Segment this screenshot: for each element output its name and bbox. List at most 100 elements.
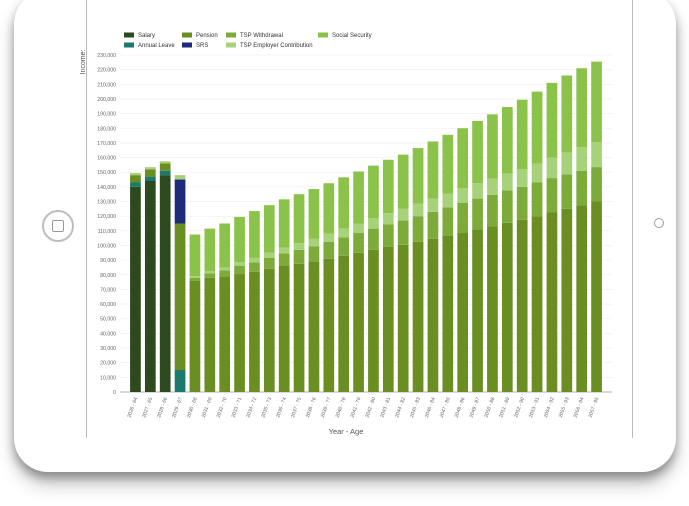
y-tick-label: 80,000 (100, 273, 116, 279)
bar-segment (263, 205, 275, 253)
bar-segment (427, 238, 439, 392)
x-tick-label: 2047 - 85 (439, 396, 452, 418)
x-tick-label: 2027 - 65 (141, 396, 154, 418)
x-tick-label: 2032 - 70 (216, 396, 229, 418)
y-tick-label: 90,000 (100, 258, 116, 264)
bar-segment (353, 233, 364, 253)
bar-segment (189, 280, 201, 392)
x-axis-title: Year - Age (329, 427, 364, 436)
bar-segment (144, 167, 156, 170)
bar-segment (353, 252, 364, 392)
bar-segment (412, 216, 424, 242)
bar-segment (263, 257, 275, 269)
bar-segment (516, 169, 528, 187)
bar-segment (130, 172, 141, 176)
legend-label: Annual Leave (138, 43, 175, 49)
bar-segment (353, 223, 364, 234)
bar-segment (397, 220, 409, 245)
x-tick-label: 2055 - 93 (558, 396, 571, 418)
bar-segment (174, 223, 186, 371)
bar-segment (442, 193, 454, 208)
bar-segment (353, 171, 364, 224)
x-tick-label: 2039 - 77 (320, 396, 333, 418)
bar-segment (397, 244, 409, 392)
x-tick-label: 2030 - 68 (186, 396, 199, 418)
bar-segment (323, 233, 335, 242)
y-tick-label: 50,000 (100, 317, 116, 323)
bar-segment (442, 235, 454, 392)
bar-segment (487, 114, 498, 179)
bar-segment (204, 277, 216, 392)
y-tick-label: 180,000 (97, 126, 116, 132)
bar-segment (442, 207, 454, 236)
y-tick-label: 100,000 (97, 243, 116, 249)
bar-segment (442, 134, 454, 194)
y-tick-label: 120,000 (97, 214, 116, 220)
bar-segment (234, 216, 245, 263)
bar-segment (412, 148, 424, 204)
bar-segment (338, 237, 350, 256)
bar-segment (293, 243, 305, 250)
bar-segment (576, 205, 588, 392)
bar-segment (293, 263, 305, 392)
bar-segment (457, 128, 469, 189)
bar-segment (457, 233, 469, 392)
x-tick-label: 2035 - 73 (260, 396, 273, 418)
bar-segment (501, 173, 513, 191)
bar-segment (174, 175, 186, 180)
bar-segment (561, 208, 573, 392)
bar-segment (397, 208, 409, 221)
legend-swatch (182, 32, 192, 38)
bar-segment (472, 120, 483, 184)
bar-segment (472, 229, 483, 392)
legend-swatch (226, 42, 236, 48)
x-tick-label: 2036 - 74 (275, 396, 288, 418)
bar-segment (130, 182, 141, 187)
bar-segment (591, 142, 602, 168)
bar-segment (516, 99, 528, 170)
bar-segment (159, 175, 171, 392)
bar-segment (234, 265, 245, 275)
bar-segment (338, 255, 350, 392)
y-axis-title: Income: (80, 49, 87, 74)
bar-segment (382, 213, 394, 225)
bar-segment (546, 178, 558, 213)
bar-segment (278, 247, 290, 254)
bar-segment (397, 154, 409, 209)
x-tick-label: 2028 - 66 (156, 396, 169, 418)
x-tick-label: 2052 - 90 (513, 396, 526, 418)
y-tick-label: 170,000 (97, 141, 116, 147)
bar-segment (382, 224, 394, 247)
bar-segment (189, 276, 201, 278)
bar-segment (516, 219, 528, 392)
bar-segment (144, 181, 156, 392)
bar-segment (368, 218, 379, 229)
bar-segment (531, 216, 543, 392)
y-tick-label: 110,000 (98, 229, 116, 235)
x-tick-label: 2057 - 95 (588, 396, 601, 418)
x-tick-label: 2026 - 64 (126, 396, 139, 418)
y-tick-label: 140,000 (97, 185, 116, 191)
legend-swatch (124, 32, 134, 38)
x-tick-label: 2048 - 86 (454, 396, 467, 418)
y-tick-label: 40,000 (100, 331, 116, 337)
bar-segment (501, 107, 513, 174)
legend-swatch (318, 32, 328, 38)
bar-segment (323, 258, 335, 392)
x-tick-label: 2040 - 78 (335, 396, 348, 418)
bar-segment (368, 249, 379, 392)
bar-segment (308, 246, 320, 262)
x-tick-label: 2041 - 79 (350, 396, 363, 418)
bar-segment (189, 277, 201, 281)
bar-segment (323, 241, 335, 259)
y-tick-label: 200,000 (97, 97, 116, 103)
bar-segment (219, 267, 231, 271)
home-square-icon (52, 220, 64, 232)
bar-segment (293, 194, 305, 244)
home-button[interactable] (42, 210, 74, 242)
y-tick-label: 20,000 (100, 361, 116, 367)
y-tick-label: 190,000 (97, 112, 116, 118)
bar-segment (368, 228, 379, 250)
bar-segment (412, 241, 424, 392)
x-tick-label: 2029 - 67 (171, 396, 184, 418)
